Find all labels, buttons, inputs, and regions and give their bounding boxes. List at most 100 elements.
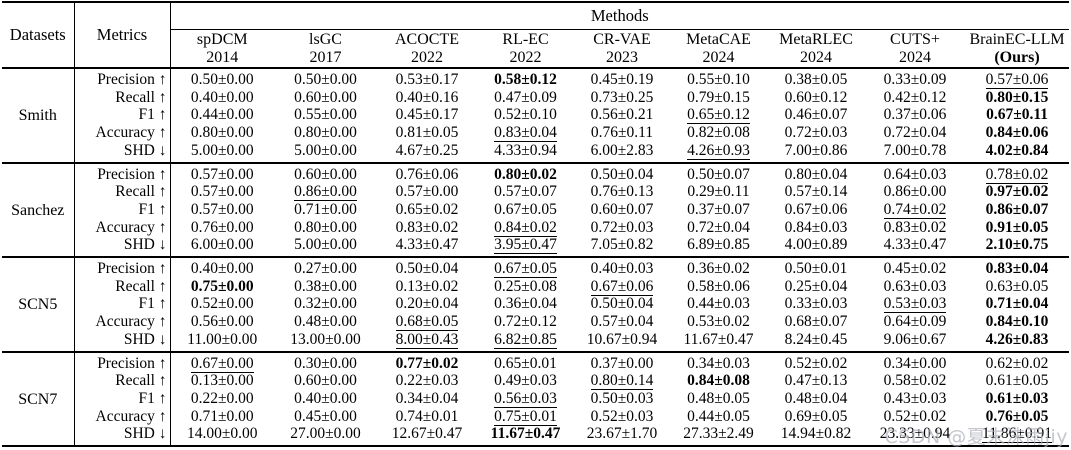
metric-value: 27.00±0.00 [290, 425, 361, 443]
value-cell: 0.62±0.02 [965, 352, 1069, 373]
value-cell: 0.65±0.12 [670, 106, 767, 125]
metric-value: 5.00±0.00 [294, 141, 357, 159]
metric-value: 0.52±0.10 [494, 106, 557, 124]
table-row: F1 ↑ 0.22±0.00 0.40±0.00 0.34±0.04 0.56±0.03… [2, 389, 1069, 408]
metric-value: 4.26±0.83 [985, 330, 1049, 348]
metric-label: F1 ↑ [74, 389, 171, 408]
metric-value: 11.00±0.00 [187, 330, 258, 348]
metric-value: 0.61±0.03 [985, 389, 1049, 407]
metric-value: 0.58±0.06 [687, 277, 750, 295]
value-cell: 0.71±0.00 [170, 408, 274, 426]
dataset-label: SCN5 [2, 257, 75, 352]
value-cell: 0.75±0.01 [477, 407, 574, 426]
value-cell: 0.67±0.05 [477, 201, 574, 219]
value-cell: 0.57±0.00 [170, 183, 274, 201]
value-cell: 0.40±0.00 [274, 390, 377, 408]
value-cell: 0.40±0.03 [574, 257, 670, 278]
value-cell: 0.58±0.12 [477, 68, 574, 89]
value-cell: 0.42±0.12 [865, 89, 965, 107]
metric-value: 0.80±0.15 [985, 88, 1049, 106]
value-cell: 0.48±0.05 [670, 390, 767, 408]
metric-label: F1 ↑ [74, 106, 171, 125]
metric-value: 7.00±0.78 [883, 141, 947, 159]
metric-value: 0.71±0.00 [190, 407, 254, 425]
metric-value: 0.38±0.00 [294, 277, 357, 295]
metric-label: Precision ↑ [74, 351, 171, 373]
value-cell: 0.33±0.09 [865, 68, 965, 89]
value-cell: 4.02±0.84 [965, 142, 1069, 163]
value-cell: 0.83±0.04 [477, 124, 574, 143]
value-cell: 0.38±0.00 [274, 278, 377, 296]
metric-value: 0.37±0.07 [687, 200, 750, 218]
metric-value: 0.52±0.00 [190, 295, 254, 313]
value-cell: 0.52±0.02 [767, 352, 865, 373]
metric-label: Recall ↑ [74, 183, 171, 201]
value-cell: 4.00±0.89 [767, 236, 865, 257]
value-cell: 0.63±0.05 [965, 278, 1069, 296]
metric-value: 0.62±0.02 [985, 354, 1049, 372]
metric-value: 0.60±0.00 [294, 88, 357, 106]
value-cell: 10.67±0.94 [574, 331, 670, 352]
metric-value: 0.36±0.04 [494, 295, 557, 313]
metric-value: 8.00±0.43 [395, 330, 459, 349]
header-row-top: Datasets Metrics Methods [2, 2, 1070, 68]
value-cell: 11.00±0.00 [170, 331, 274, 352]
metric-value: 6.89±0.85 [687, 236, 750, 254]
value-cell: 0.20±0.04 [377, 295, 477, 313]
value-cell: 0.72±0.04 [865, 124, 965, 142]
value-cell: 0.61±0.03 [965, 390, 1069, 408]
metric-value: 0.57±0.06 [985, 71, 1049, 89]
metric-value: 0.45±0.02 [883, 260, 947, 278]
datasets-column-header: Datasets [2, 2, 75, 68]
value-cell: 7.05±0.82 [574, 236, 670, 257]
metric-value: 0.13±0.00 [190, 372, 254, 390]
method-column-header: ACOCTE 2022 [377, 30, 477, 69]
metric-value: 23.33±0.94 [879, 425, 951, 443]
value-cell: 0.80±0.00 [170, 124, 274, 142]
metric-value: 0.55±0.10 [687, 71, 750, 88]
method-year: (Ours) [994, 48, 1040, 66]
value-cell: 0.47±0.09 [477, 89, 574, 107]
value-cell: 0.60±0.07 [574, 201, 670, 219]
value-cell: 0.43±0.03 [865, 390, 965, 408]
metric-value: 0.73±0.25 [590, 88, 654, 106]
metric-value: 0.37±0.06 [883, 106, 947, 124]
value-cell: 0.76±0.11 [574, 124, 670, 142]
metric-value: 0.72±0.04 [883, 124, 947, 142]
value-cell: 3.95±0.47 [477, 236, 574, 257]
value-cell: 4.67±0.25 [377, 142, 477, 163]
metric-value: 14.94±0.82 [780, 425, 852, 443]
table-header: Datasets Metrics Methods spDCM 2014 lsGC 20… [2, 2, 1070, 69]
metric-label: SHD ↓ [74, 236, 171, 258]
method-column-header: CR-VAE 2023 [574, 30, 670, 69]
metric-value: 0.57±0.04 [590, 313, 654, 331]
metric-value: 0.86±0.00 [294, 183, 357, 202]
method-name: lsGC [309, 31, 342, 48]
metric-value: 0.29±0.11 [687, 183, 750, 201]
dataset-label: Sanchez [2, 162, 75, 258]
value-cell: 14.00±0.00 [170, 425, 274, 446]
metric-value: 0.40±0.00 [190, 88, 254, 106]
metric-value: 0.53±0.03 [883, 295, 947, 314]
value-cell: 0.50±0.03 [574, 390, 670, 408]
metric-value: 4.00±0.89 [784, 236, 848, 254]
value-cell: 0.83±0.04 [965, 257, 1069, 278]
value-cell: 0.52±0.03 [574, 408, 670, 426]
table-row: Recall ↑ 0.75±0.00 0.38±0.00 0.13±0.02 0.25±… [2, 277, 1069, 296]
metric-value: 0.76±0.11 [590, 124, 654, 142]
table-row: Accuracy ↑ 0.80±0.00 0.80±0.00 0.81±0.05 0.8… [2, 124, 1069, 143]
metric-value: 8.24±0.45 [784, 330, 848, 348]
metric-value: 0.84±0.10 [985, 313, 1049, 331]
metric-value: 0.52±0.02 [883, 407, 947, 425]
value-cell: 0.75±0.00 [170, 278, 274, 296]
metric-value: 2.10±0.75 [985, 236, 1049, 254]
metric-value: 4.26±0.93 [687, 141, 750, 160]
metric-value: 4.33±0.47 [883, 236, 947, 254]
value-cell: 6.89±0.85 [670, 236, 767, 257]
metric-value: 0.67±0.00 [190, 354, 254, 373]
metric-label: Precision ↑ [74, 68, 171, 89]
method-column-header: MetaRLEC 2024 [767, 30, 865, 69]
table-row: Sanchez Precision ↑ 0.57±0.00 0.60±0.00 0.76… [2, 162, 1069, 258]
metric-value: 0.44±0.05 [687, 407, 750, 425]
method-name: MetaCAE [686, 31, 751, 48]
